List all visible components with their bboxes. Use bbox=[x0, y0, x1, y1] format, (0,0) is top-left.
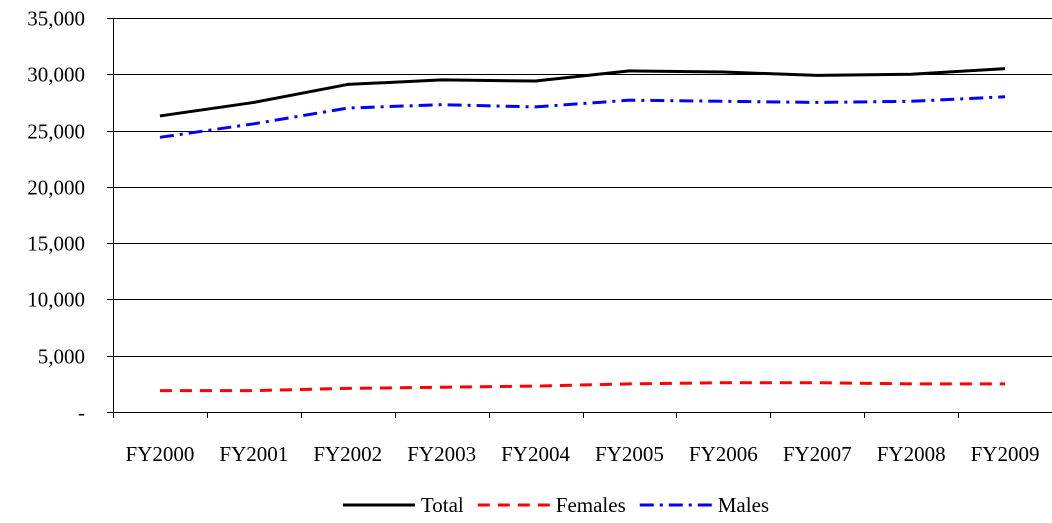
legend-label-total: Total bbox=[421, 493, 464, 517]
legend-item-total: Total bbox=[342, 493, 464, 517]
y-tick-label: 15,000 bbox=[27, 232, 85, 256]
x-tick-label-fy2001: FY2001 bbox=[219, 442, 288, 466]
series-males bbox=[159, 95, 1006, 139]
y-tick-label: 20,000 bbox=[27, 176, 85, 200]
axes: - 5,000 10,000 15,000 20,000 25,000 30,000 35,0… bbox=[27, 7, 1052, 466]
y-tick-label: 35,000 bbox=[27, 7, 85, 31]
x-tick-label-fy2000: FY2000 bbox=[126, 442, 195, 466]
legend-label-females: Females bbox=[556, 493, 626, 517]
legend-label-males: Males bbox=[718, 493, 769, 517]
legend-item-females: Females bbox=[477, 493, 626, 517]
x-tick-label-fy2003: FY2003 bbox=[407, 442, 476, 466]
x-tick-label-fy2005: FY2005 bbox=[595, 442, 664, 466]
x-tick-label-fy2007: FY2007 bbox=[783, 442, 852, 466]
series-females bbox=[159, 381, 1006, 393]
y-tick-label: 10,000 bbox=[27, 288, 85, 312]
x-tick-label-fy2006: FY2006 bbox=[689, 442, 758, 466]
legend: Total Females Males bbox=[342, 493, 769, 517]
x-tick-label-fy2004: FY2004 bbox=[501, 442, 570, 466]
series-line-females bbox=[159, 381, 1006, 393]
gridlines bbox=[113, 18, 1052, 357]
series-line-total bbox=[159, 67, 1006, 118]
y-tick-label: 30,000 bbox=[27, 63, 85, 87]
series-line-males bbox=[159, 95, 1006, 139]
x-tick-label-fy2002: FY2002 bbox=[313, 442, 382, 466]
y-tick-label: 5,000 bbox=[38, 345, 85, 369]
series-total bbox=[159, 67, 1006, 118]
x-tick-label-fy2009: FY2009 bbox=[971, 442, 1040, 466]
y-tick-label: - bbox=[78, 401, 85, 425]
legend-item-males: Males bbox=[639, 493, 769, 517]
y-tick-label: 25,000 bbox=[27, 120, 85, 144]
x-tick-label-fy2008: FY2008 bbox=[877, 442, 946, 466]
